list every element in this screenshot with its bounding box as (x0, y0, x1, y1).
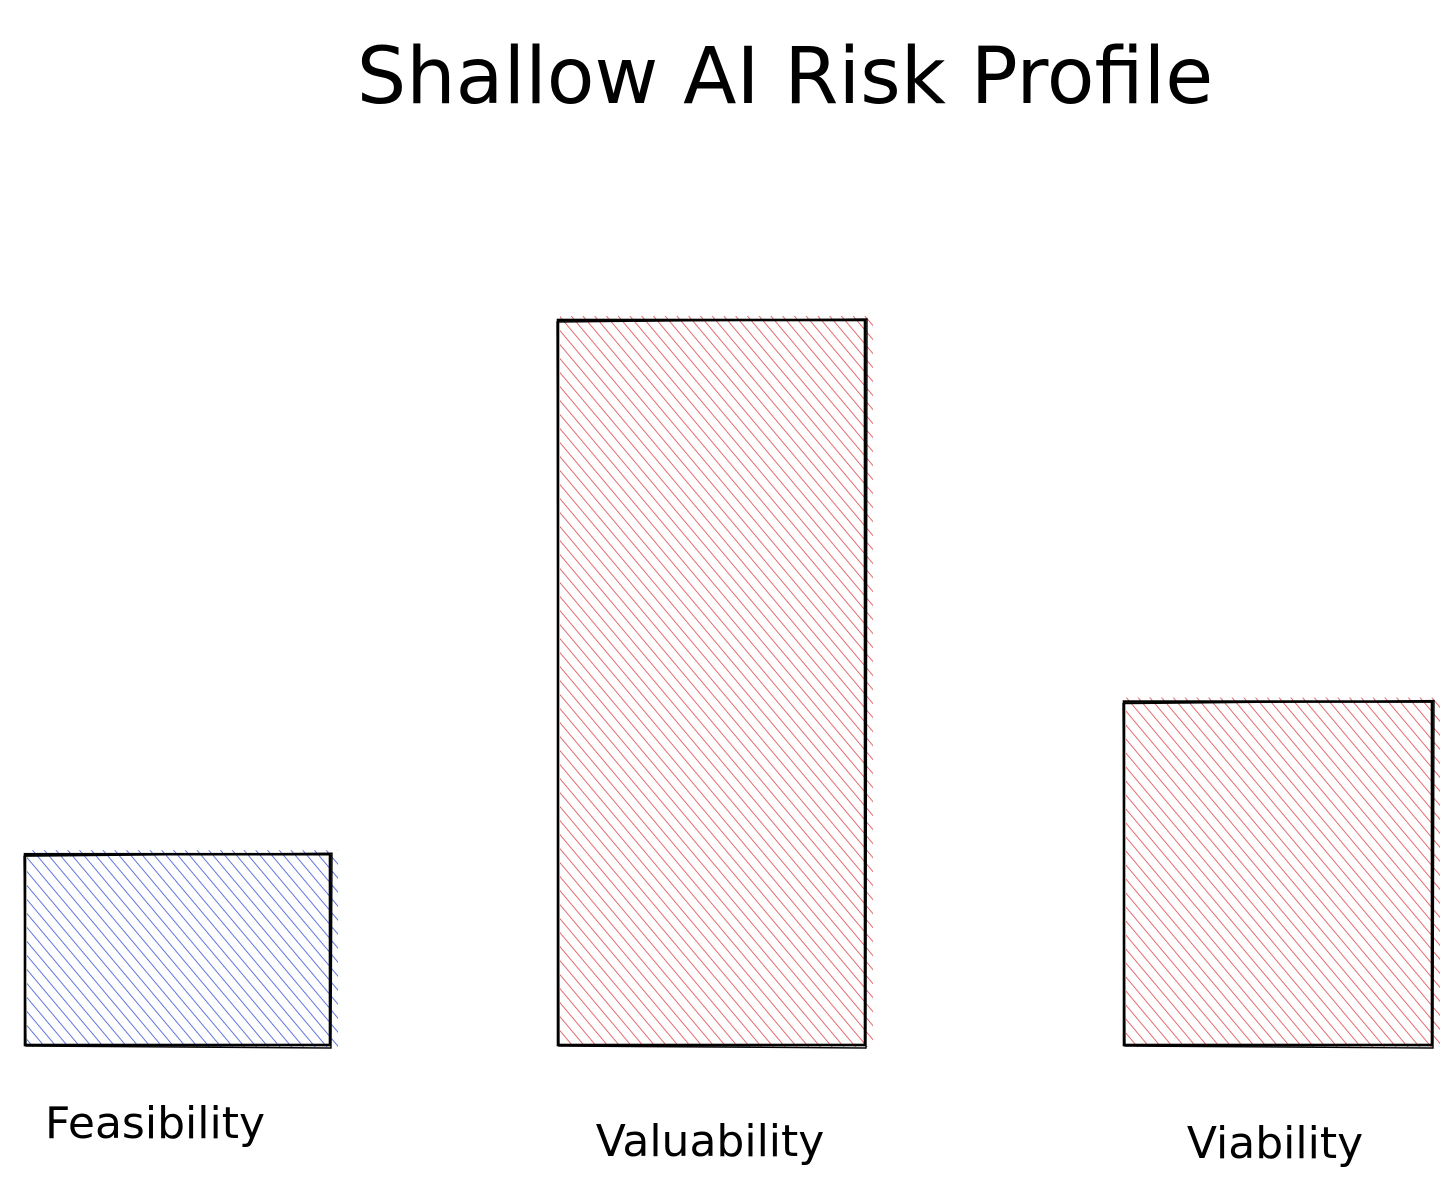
bar-fill (560, 316, 873, 1047)
category-label-viability: Viability (1187, 1118, 1363, 1169)
bar-valuability (556, 316, 873, 1049)
bar-feasibility (23, 850, 338, 1049)
bar-outline-sketch (23, 852, 333, 1049)
bar-outline-sketch (1122, 699, 1435, 1049)
category-label-feasibility: Feasibility (45, 1098, 265, 1149)
category-labels: Feasibility Valuability Viability (45, 1098, 1363, 1169)
category-label-valuability: Valuability (596, 1116, 825, 1167)
bar-viability (1122, 697, 1440, 1049)
chart-title: Shallow AI Risk Profile (357, 32, 1214, 122)
bar-fill (27, 850, 338, 1047)
bar-fill (1126, 697, 1440, 1047)
bars-layer (23, 316, 1440, 1049)
bar-outline-sketch (556, 318, 868, 1049)
